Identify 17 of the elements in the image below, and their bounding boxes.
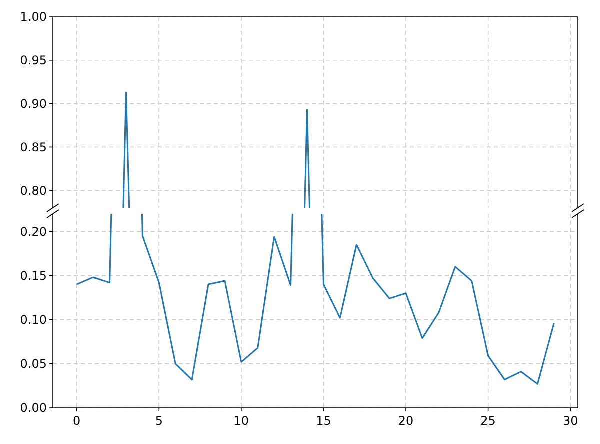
y-tick-label: 0.85	[20, 140, 47, 154]
y-tick-label: 0.10	[20, 313, 47, 328]
x-tick-label: 15	[316, 414, 332, 428]
x-tick-label: 30	[562, 414, 578, 428]
x-tick-label: 5	[155, 414, 163, 428]
x-tick-label: 10	[234, 414, 250, 428]
y-tick-label: 0.20	[20, 224, 47, 239]
x-tick-label: 0	[73, 414, 81, 428]
x-tick-label: 25	[480, 414, 496, 428]
y-tick-label: 0.15	[20, 268, 47, 283]
y-tick-label: 0.95	[20, 54, 47, 68]
y-tick-label: 0.00	[20, 401, 47, 416]
x-tick-label: 20	[398, 414, 414, 428]
y-tick-label: 0.80	[20, 184, 47, 198]
y-tick-label: 0.05	[20, 357, 47, 372]
y-tick-label: 1.00	[20, 10, 47, 24]
y-tick-label: 0.90	[20, 97, 47, 112]
